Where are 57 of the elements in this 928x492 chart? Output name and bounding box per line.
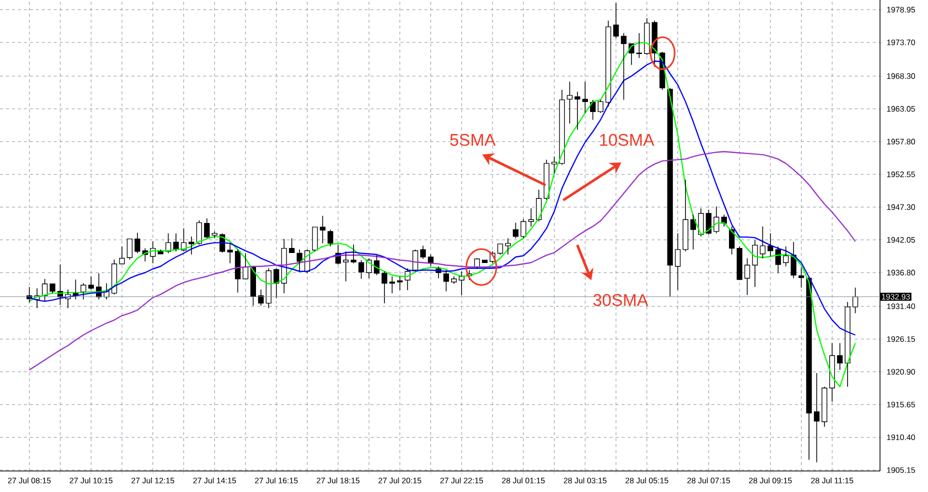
candlestick bbox=[528, 208, 534, 227]
annotation: 10SMA bbox=[600, 134, 654, 146]
candlestick bbox=[814, 372, 820, 463]
candlestick bbox=[312, 226, 318, 252]
candlestick bbox=[644, 18, 650, 56]
candlestick bbox=[227, 242, 233, 264]
candlestick bbox=[674, 232, 681, 290]
candlestick bbox=[706, 209, 712, 235]
candlestick bbox=[250, 266, 256, 306]
candlestick bbox=[574, 91, 580, 130]
candlestick bbox=[320, 215, 326, 244]
candlestick bbox=[752, 240, 758, 288]
candlestick bbox=[158, 249, 164, 254]
candlestick bbox=[837, 342, 843, 370]
annotation: 5SMA bbox=[450, 134, 496, 146]
candlestick bbox=[566, 81, 573, 124]
annotation: 30SMA bbox=[593, 294, 648, 306]
candlestick bbox=[328, 229, 334, 247]
candlestick bbox=[667, 88, 673, 297]
candlestick bbox=[736, 246, 742, 280]
candlestick bbox=[296, 249, 302, 272]
candlestick bbox=[288, 238, 295, 254]
candlestick bbox=[714, 206, 720, 234]
candlestick bbox=[188, 236, 194, 255]
candlestick bbox=[397, 276, 403, 290]
candlestick bbox=[88, 276, 94, 290]
candlestick bbox=[613, 2, 619, 38]
candlestick bbox=[682, 179, 688, 252]
candlestick bbox=[134, 232, 140, 254]
candlestick bbox=[844, 302, 850, 388]
candlestick bbox=[274, 268, 280, 299]
candlestick bbox=[775, 246, 781, 274]
candlestick bbox=[474, 258, 480, 270]
candlestick bbox=[420, 245, 426, 260]
candlestick bbox=[389, 276, 395, 294]
candlestick bbox=[598, 99, 604, 114]
candlestick bbox=[822, 386, 828, 428]
candlestick bbox=[806, 276, 812, 460]
candlestick bbox=[350, 244, 356, 264]
candlestick bbox=[505, 238, 511, 255]
candlestick bbox=[544, 159, 550, 200]
candlestick bbox=[482, 260, 488, 263]
candlestick bbox=[119, 246, 125, 264]
candlestick bbox=[173, 232, 179, 252]
candlestick bbox=[520, 218, 526, 239]
candlestick bbox=[829, 342, 835, 402]
candlestick bbox=[242, 252, 248, 280]
candlestick bbox=[451, 276, 457, 284]
candlestick bbox=[80, 282, 86, 300]
candlestick bbox=[50, 284, 56, 294]
candlestick bbox=[790, 242, 796, 279]
candlestick bbox=[212, 231, 218, 239]
candlestick bbox=[382, 270, 388, 304]
candlestick bbox=[266, 268, 272, 309]
candlestick bbox=[559, 89, 565, 166]
candlestick bbox=[204, 218, 210, 239]
candlestick bbox=[582, 81, 588, 114]
